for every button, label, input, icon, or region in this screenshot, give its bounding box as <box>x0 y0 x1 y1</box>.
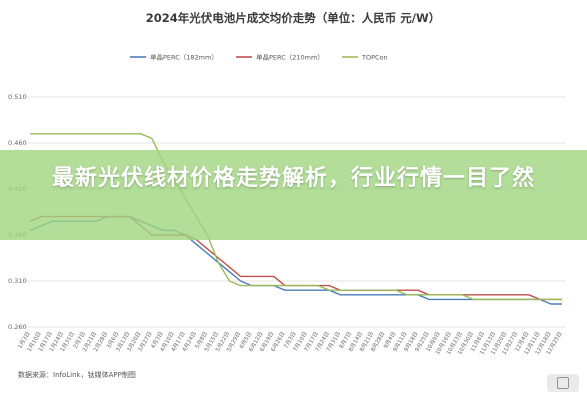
data-source-note: 数据来源：InfoLink，钛媒体APP制图 <box>18 370 136 379</box>
legend-label-2: TOPCon <box>361 54 388 62</box>
y-tick-label: 0.310 <box>8 277 27 285</box>
chart-title: 2024年光伏电池片成交均价走势（单位：人民币 元/W） <box>146 11 440 25</box>
headline-banner <box>0 150 587 240</box>
legend-label-0: 单晶PERC（182mm） <box>150 53 218 62</box>
chart-legend: 单晶PERC（182mm） 单晶PERC（210mm） TOPCon <box>130 53 388 62</box>
y-tick-label: 0.260 <box>8 323 27 331</box>
y-tick-label: 0.460 <box>8 139 27 147</box>
x-axis-ticks: 1月3日1月10日1月17日1月24日1月31日2月7日2月21日2月28日3月… <box>17 331 564 357</box>
watermark-logo-icon <box>547 374 579 392</box>
watermark-box-icon <box>557 377 569 389</box>
series-line-2 <box>30 133 562 301</box>
legend-label-1: 单晶PERC（210mm） <box>256 53 324 62</box>
article-headline: 最新光伏线材价格走势解析，行业行情一目了然 <box>51 166 535 191</box>
y-tick-label: 0.510 <box>8 93 27 101</box>
